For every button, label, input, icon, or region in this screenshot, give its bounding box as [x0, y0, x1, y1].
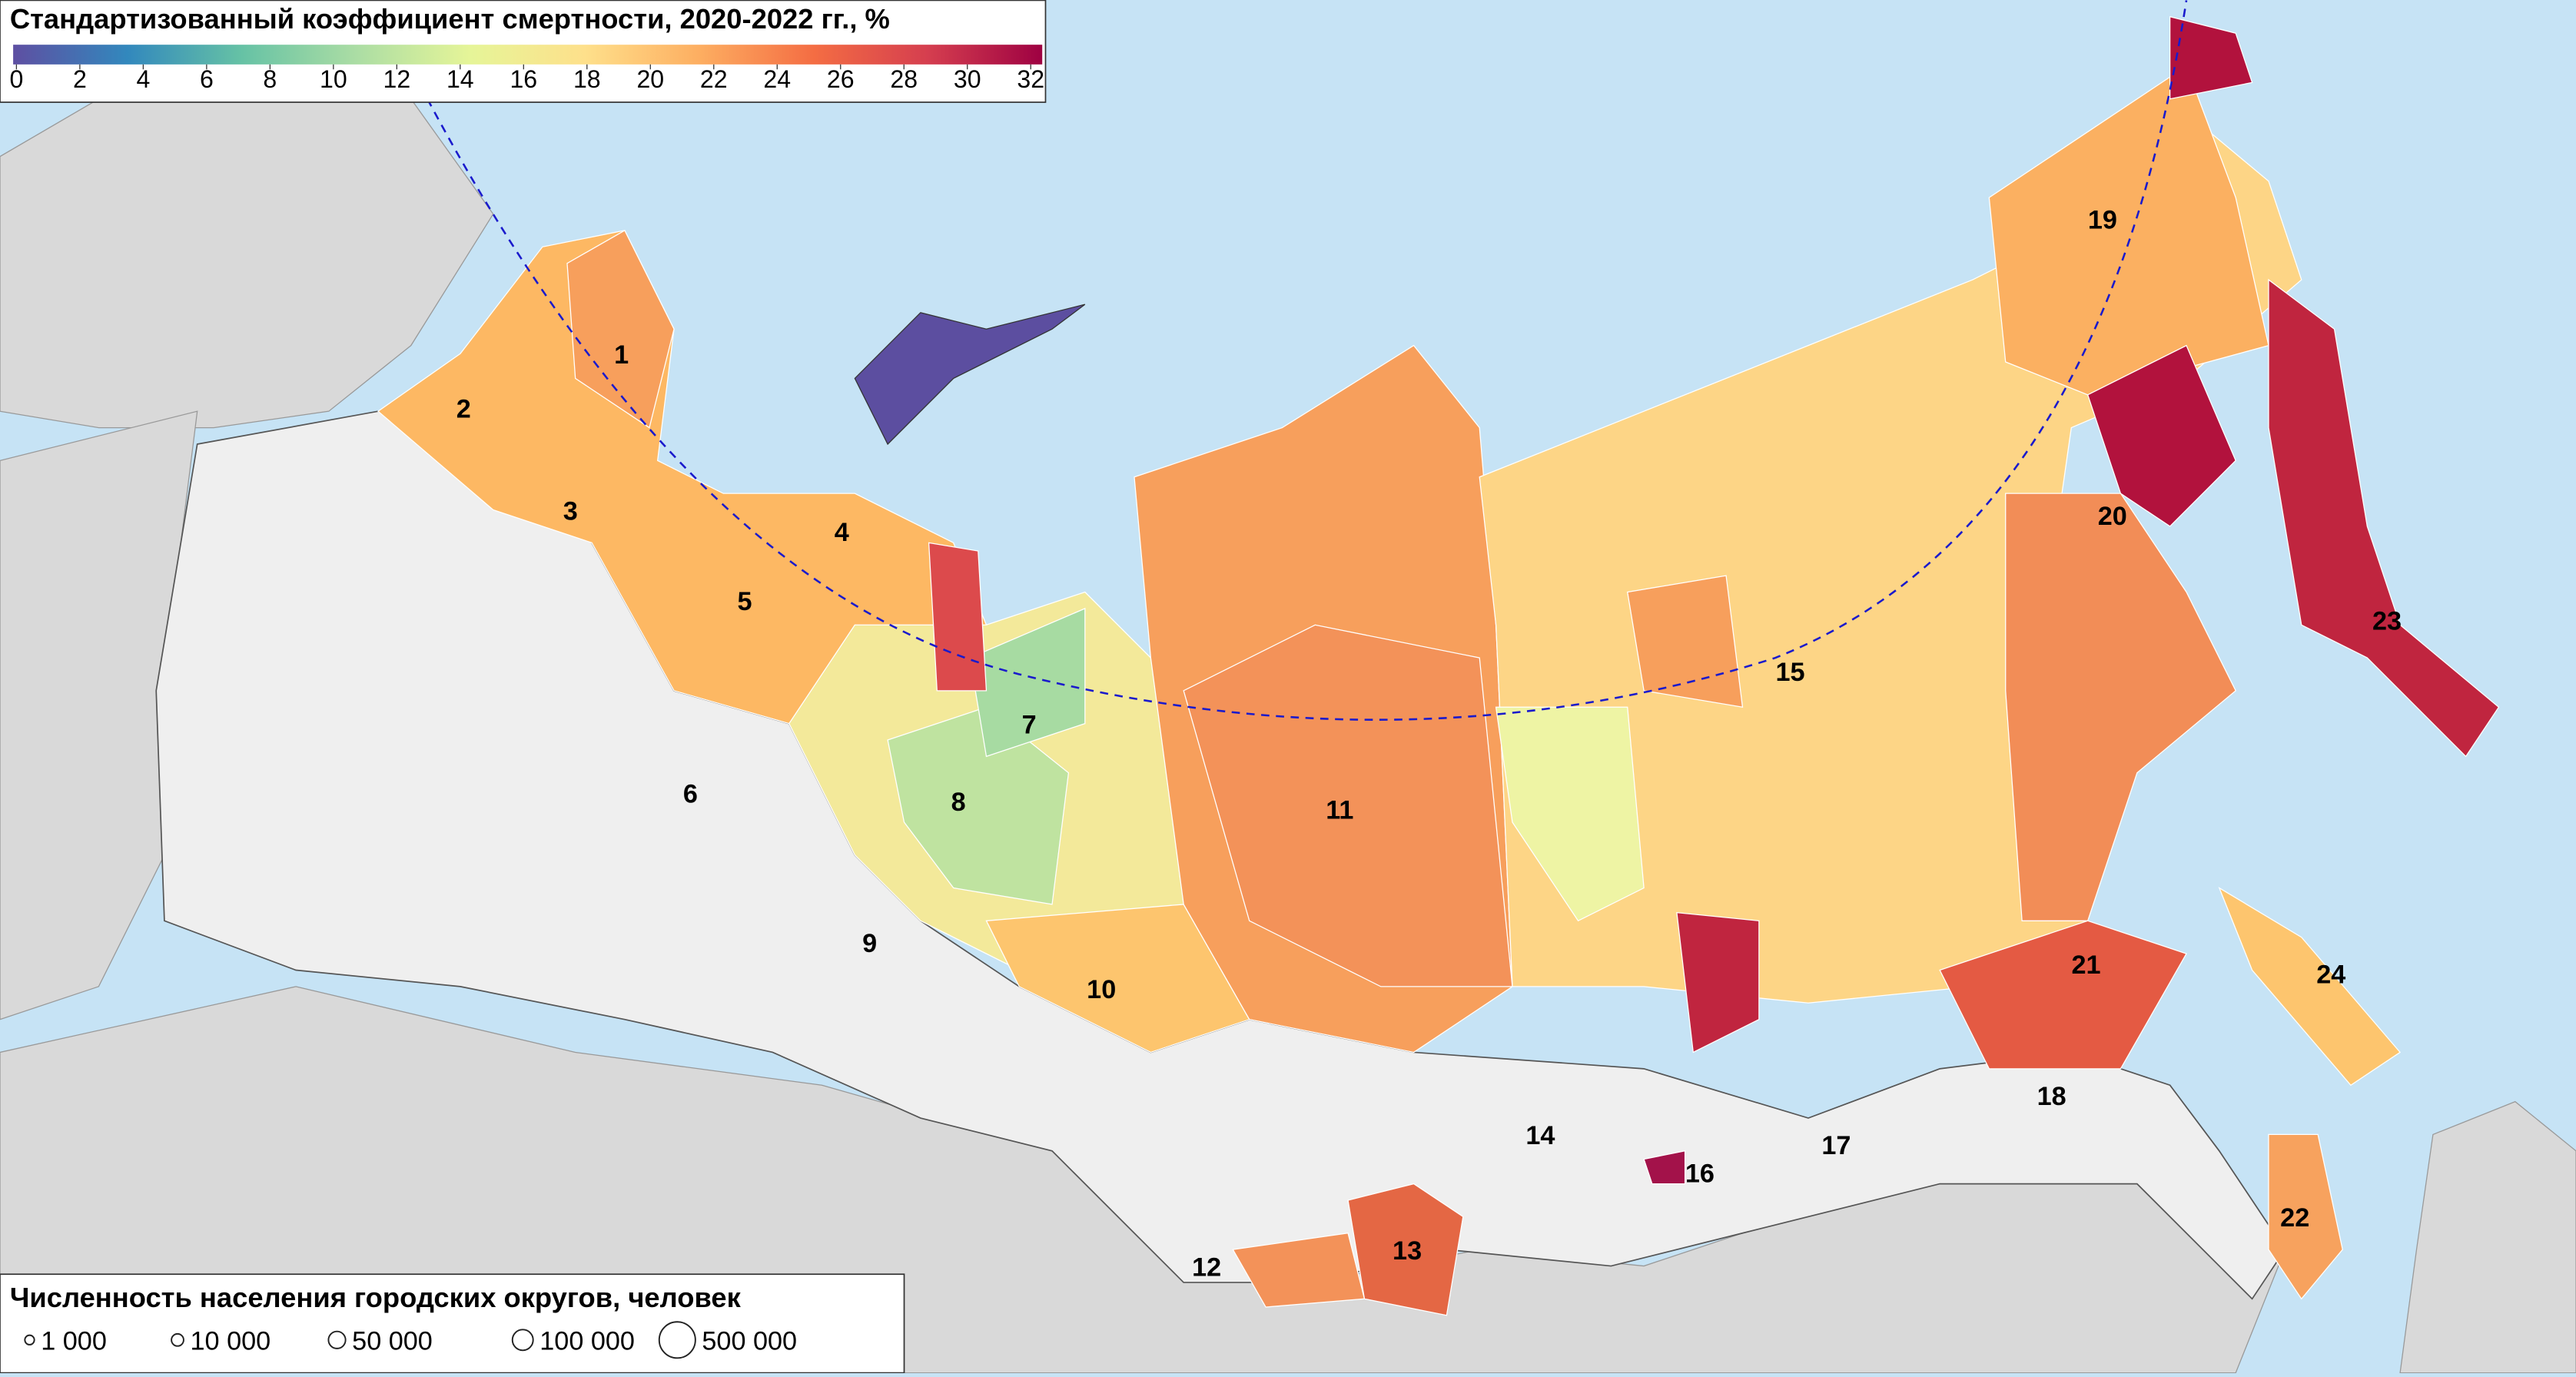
colorbar-tick-label: 24 [763, 65, 791, 93]
region [2005, 493, 2237, 921]
region-label: 5 [738, 587, 752, 616]
region [2086, 344, 2236, 527]
colorbar-tick-label: 12 [383, 65, 410, 93]
colorbar-tick-label: 2 [73, 65, 87, 93]
size-legend-circle [511, 1329, 534, 1352]
size-legend-label: 100 000 [539, 1327, 635, 1356]
colorbar-tick-label: 10 [320, 65, 347, 93]
region-label: 21 [2072, 951, 2101, 980]
region [377, 230, 988, 725]
colorbar-tick-label: 6 [200, 65, 214, 93]
region [969, 607, 1086, 758]
region-label: 1 [614, 340, 629, 370]
region [2218, 887, 2402, 1087]
colorbar-tick-label: 30 [954, 65, 981, 93]
size-legend-circle [327, 1330, 347, 1349]
region-label: 17 [1821, 1131, 1851, 1160]
region-label: 9 [862, 929, 877, 958]
region [1676, 911, 1760, 1053]
region [1347, 1183, 1464, 1316]
region-label: 19 [2088, 206, 2117, 235]
region [566, 230, 675, 429]
colorbar-tick-label: 18 [573, 65, 601, 93]
region-label: 11 [1326, 796, 1353, 825]
size-legend-circle [24, 1334, 35, 1345]
region-label: 16 [1685, 1159, 1715, 1188]
region-label: 20 [2098, 502, 2127, 531]
colorbar-tick-label: 32 [1017, 65, 1044, 93]
size-legend-label: 50 000 [352, 1327, 433, 1356]
region [2169, 15, 2253, 100]
foreign-land [2399, 1100, 2576, 1374]
colorbar-tick-label: 8 [263, 65, 277, 93]
colorbar-ticks: 0 2 4 6 8 10 12 14 16 18 20 22 24 26 28 30 32 [9, 64, 1044, 93]
size-legend: 1 000 10 000 50 000 100 000 500 000 [24, 1321, 797, 1359]
region-label: 14 [1525, 1121, 1555, 1150]
arctic-circle [427, 0, 2188, 721]
region [1626, 575, 1744, 708]
map-title: Стандартизованный коэффициент смертности… [10, 3, 890, 35]
colorbar-tick-label: 14 [446, 65, 474, 93]
colorbar-tick-label: 0 [9, 65, 23, 93]
region-label: 22 [2280, 1203, 2309, 1233]
region [985, 904, 1250, 1053]
region-label: 24 [2316, 961, 2345, 990]
island [854, 304, 1086, 446]
region-label: 12 [1192, 1253, 1221, 1282]
region-label: 6 [683, 779, 698, 808]
region-label: 13 [1393, 1236, 1422, 1266]
size-legend-circle [171, 1332, 184, 1347]
colorbar-tick-label: 26 [827, 65, 855, 93]
region-label: 7 [1022, 710, 1037, 739]
size-legend-title: Численность населения городских округов,… [10, 1282, 742, 1313]
region [1495, 706, 1645, 922]
region [2268, 278, 2500, 758]
region-label: 18 [2037, 1082, 2066, 1111]
size-legend-label: 1 000 [41, 1327, 107, 1356]
region [928, 542, 988, 692]
size-legend-circle [658, 1321, 696, 1359]
size-legend-label: 500 000 [702, 1327, 797, 1356]
region [1232, 1233, 1366, 1308]
region-label: 10 [1087, 975, 1116, 1004]
region-label: 2 [456, 395, 471, 424]
region-label: 3 [563, 496, 578, 526]
colorbar-tick-label: 22 [700, 65, 728, 93]
colorbar [13, 45, 1043, 65]
region [1643, 1150, 1686, 1185]
size-legend-label: 10 000 [191, 1327, 271, 1356]
region-label: 8 [951, 788, 966, 817]
colorbar-tick-label: 16 [510, 65, 537, 93]
colorbar-tick-label: 4 [136, 65, 150, 93]
colorbar-tick-label: 20 [636, 65, 664, 93]
region-label: 15 [1775, 658, 1804, 687]
colorbar-tick-label: 28 [890, 65, 918, 93]
region [2268, 1133, 2343, 1300]
region [1939, 920, 2187, 1070]
region-label: 4 [835, 518, 849, 547]
region-label: 23 [2372, 607, 2402, 636]
